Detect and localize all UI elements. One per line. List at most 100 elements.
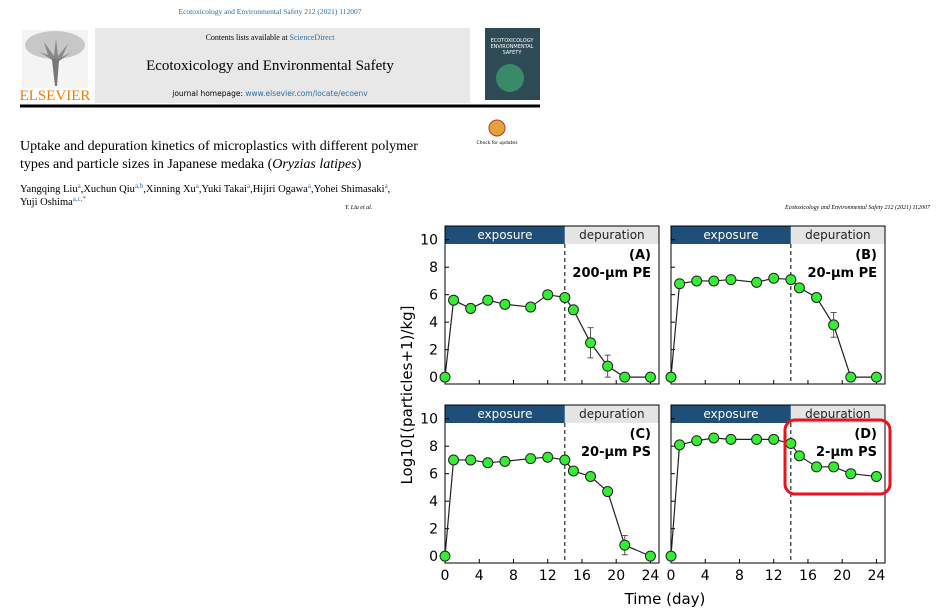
data-point [526,454,536,464]
elsevier-logo [22,30,88,88]
panel-label: (B) [855,248,877,263]
separator: , [388,184,391,195]
journal-name: Ecotoxicology and Environmental Safety [146,58,394,74]
data-point [449,455,459,465]
author-name: Yangqing Liu [20,184,78,195]
check-badge[interactable]: Check for updates [476,140,518,146]
data-point [812,292,822,302]
data-point [466,303,476,313]
data-point [603,361,613,371]
author-name: Xinning Xu [146,184,197,195]
cover-line: SAFETY [503,50,523,56]
data-point [543,452,553,462]
x-tick-label: 20 [833,568,851,584]
link[interactable]: www.elsevier.com/locate/ecoenv [245,89,368,98]
y-tick-label: 2 [429,343,438,359]
text: types and particle sizes in Japanese med… [20,157,273,172]
y-tick-label: 10 [420,233,438,249]
phase-label: depuration [805,228,871,242]
data-point [769,273,779,283]
data-point [500,299,510,309]
authors: Yangqing Liua,Xuchun Qiua,b,Xinning Xua,… [20,182,390,195]
data-point [526,302,536,312]
x-tick-label: 24 [868,568,886,584]
data-point [666,372,676,382]
panel-subtitle: 20-μm PE [807,266,877,281]
data-point [449,295,459,305]
data-point [769,434,779,444]
data-point [752,434,762,444]
panel-label: (C) [630,427,651,442]
y-tick-label: 8 [429,260,438,276]
x-tick-label: 0 [441,568,450,584]
data-point [620,540,630,550]
x-tick-label: 0 [667,568,676,584]
x-tick-label: 12 [765,568,783,584]
text: Contents lists available at [206,33,290,42]
y-tick-label: 4 [429,494,438,510]
data-point [846,469,856,479]
y-tick-label: 6 [429,288,438,304]
phase-label: depuration [579,228,645,242]
cover-art [496,64,524,92]
journal-line: Ecotoxicology and Environmental Safety 2… [178,7,361,16]
panel-label: (A) [629,248,651,263]
data-point [829,462,839,472]
publisher: ELSEVIER [20,88,91,104]
data-point [645,551,655,561]
panel-subtitle: 200-μm PE [572,266,651,281]
x-tick-label: 16 [799,568,817,584]
data-point [645,372,655,382]
data-point [666,551,676,561]
affiliation: a,c,* [73,195,87,203]
species: Oryzias latipes [272,157,357,172]
phase-label: exposure [703,228,758,242]
data-point [543,290,553,300]
x-axis-label: Time (day) [624,590,706,608]
y-tick-label: 6 [429,467,438,483]
data-point [560,292,570,302]
data-point [603,487,613,497]
x-tick-label: 8 [509,568,518,584]
data-point [586,338,596,348]
y-tick-label: 10 [420,412,438,428]
x-tick-label: 8 [735,568,744,584]
author-name: Yuji Oshima [20,197,73,208]
phase-label: exposure [477,407,532,421]
plot-frame [445,405,659,563]
phase-label: exposure [477,228,532,242]
data-line [671,278,876,377]
authors: Yuji Oshimaa,c,* [20,195,87,208]
check-badge-icon[interactable] [489,120,505,136]
author-name: Yuki Takai [202,184,248,195]
data-point [726,434,736,444]
plot-frame [671,405,885,563]
data-point [846,372,856,382]
x-tick-label: 4 [475,568,484,584]
data-point [829,320,839,330]
link[interactable]: ScienceDirect [290,33,336,42]
y-axis-label: Log10[(particles+1)/kg] [398,305,416,484]
data-point [483,295,493,305]
homepage-line: journal homepage: www.elsevier.com/locat… [171,89,368,98]
text: ) [357,157,362,172]
author-name: Hijiri Ogawa [253,184,308,195]
data-line [445,457,650,556]
data-point [726,275,736,285]
data-point [752,277,762,287]
data-point [560,455,570,465]
text: journal homepage: [171,89,245,98]
phase-label: exposure [703,407,758,421]
data-point [586,471,596,481]
panel-subtitle: 20-μm PS [581,445,651,460]
page: Ecotoxicology and Environmental Safety 2… [0,0,944,613]
chart: exposuredepuration0246810(A)200-μm PEexp… [398,226,890,608]
data-point [675,440,685,450]
x-tick-label: 12 [539,568,557,584]
y-tick-label: 0 [429,370,438,386]
plot-frame [671,226,885,384]
data-point [709,276,719,286]
data-point [483,458,493,468]
title-line: Uptake and depuration kinetics of microp… [20,139,418,154]
data-point [675,279,685,289]
